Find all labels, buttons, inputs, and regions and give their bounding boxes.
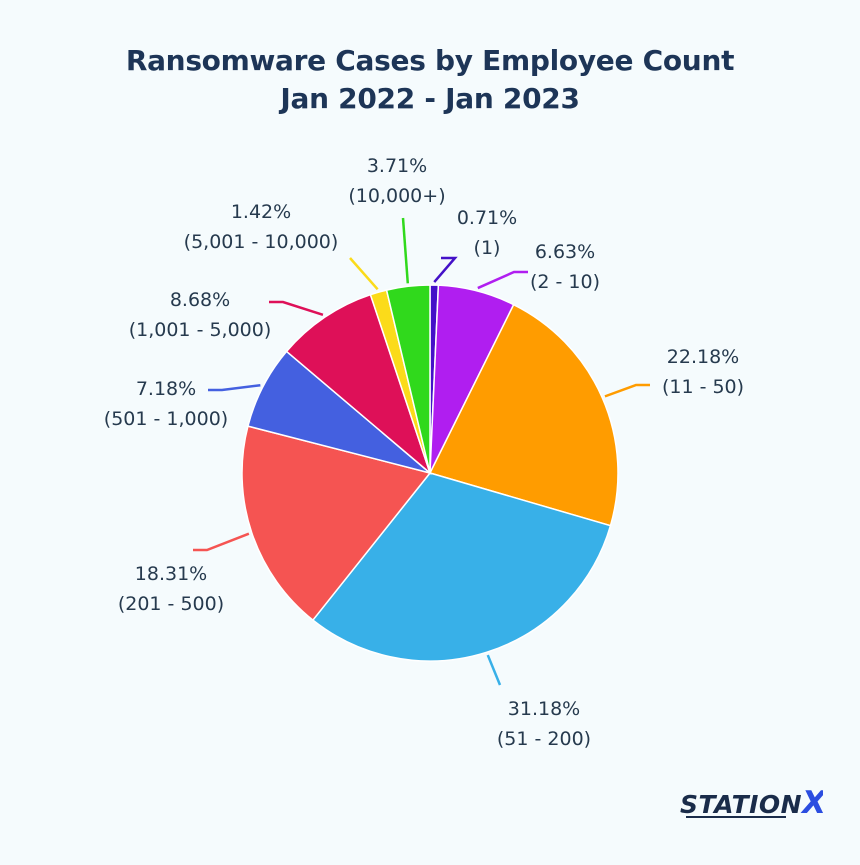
- pie-slice: [385, 284, 431, 474]
- chart-title-line-1: Ransomware Cases by Employee Count: [125, 44, 735, 77]
- leader-line: [401, 217, 410, 284]
- leader-line: [477, 270, 528, 290]
- logo-x-mark: X: [800, 787, 823, 821]
- pie-slice: [285, 293, 432, 476]
- pie-slices: [241, 284, 619, 662]
- slice-category-label: (11 - 50): [662, 376, 744, 398]
- pie-slice: [241, 425, 432, 622]
- slice-category-label: (201 - 500): [118, 593, 224, 615]
- pie-slice: [428, 303, 619, 527]
- slice-category-label: (1,001 - 5,000): [129, 319, 272, 341]
- slice-percent-label: 3.71%: [367, 155, 427, 177]
- slice-category-label: (5,001 - 10,000): [184, 231, 339, 253]
- stationx-logo: STATIONX: [680, 787, 823, 821]
- slice-percent-label: 1.42%: [231, 201, 291, 223]
- chart-title-line-2: Jan 2022 - Jan 2023: [280, 82, 580, 115]
- logo-left-text: STATION: [680, 790, 802, 819]
- slice-percent-label: 0.71%: [457, 207, 517, 229]
- slice-category-label: (51 - 200): [497, 728, 591, 750]
- slice-category-label: (10,000+): [348, 185, 445, 207]
- slice-category-label: (2 - 10): [530, 271, 600, 293]
- leader-line: [486, 654, 502, 686]
- leader-line: [269, 300, 324, 317]
- slice-percent-label: 22.18%: [667, 346, 739, 368]
- leader-line: [193, 532, 250, 552]
- pie-slice: [311, 472, 612, 662]
- slice-percent-label: 8.68%: [170, 289, 230, 311]
- slice-category-label: (1): [474, 237, 501, 259]
- leader-line: [604, 383, 650, 398]
- leader-line: [433, 256, 458, 283]
- slice-percent-label: 6.63%: [535, 241, 595, 263]
- leader-line: [349, 257, 379, 291]
- slice-percent-label: 7.18%: [136, 378, 196, 400]
- leader-line: [208, 383, 261, 392]
- slice-percent-label: 31.18%: [508, 698, 580, 720]
- logo-text: STATIONX: [680, 787, 823, 821]
- slice-percent-label: 18.31%: [135, 563, 207, 585]
- slice-category-label: (501 - 1,000): [104, 408, 228, 430]
